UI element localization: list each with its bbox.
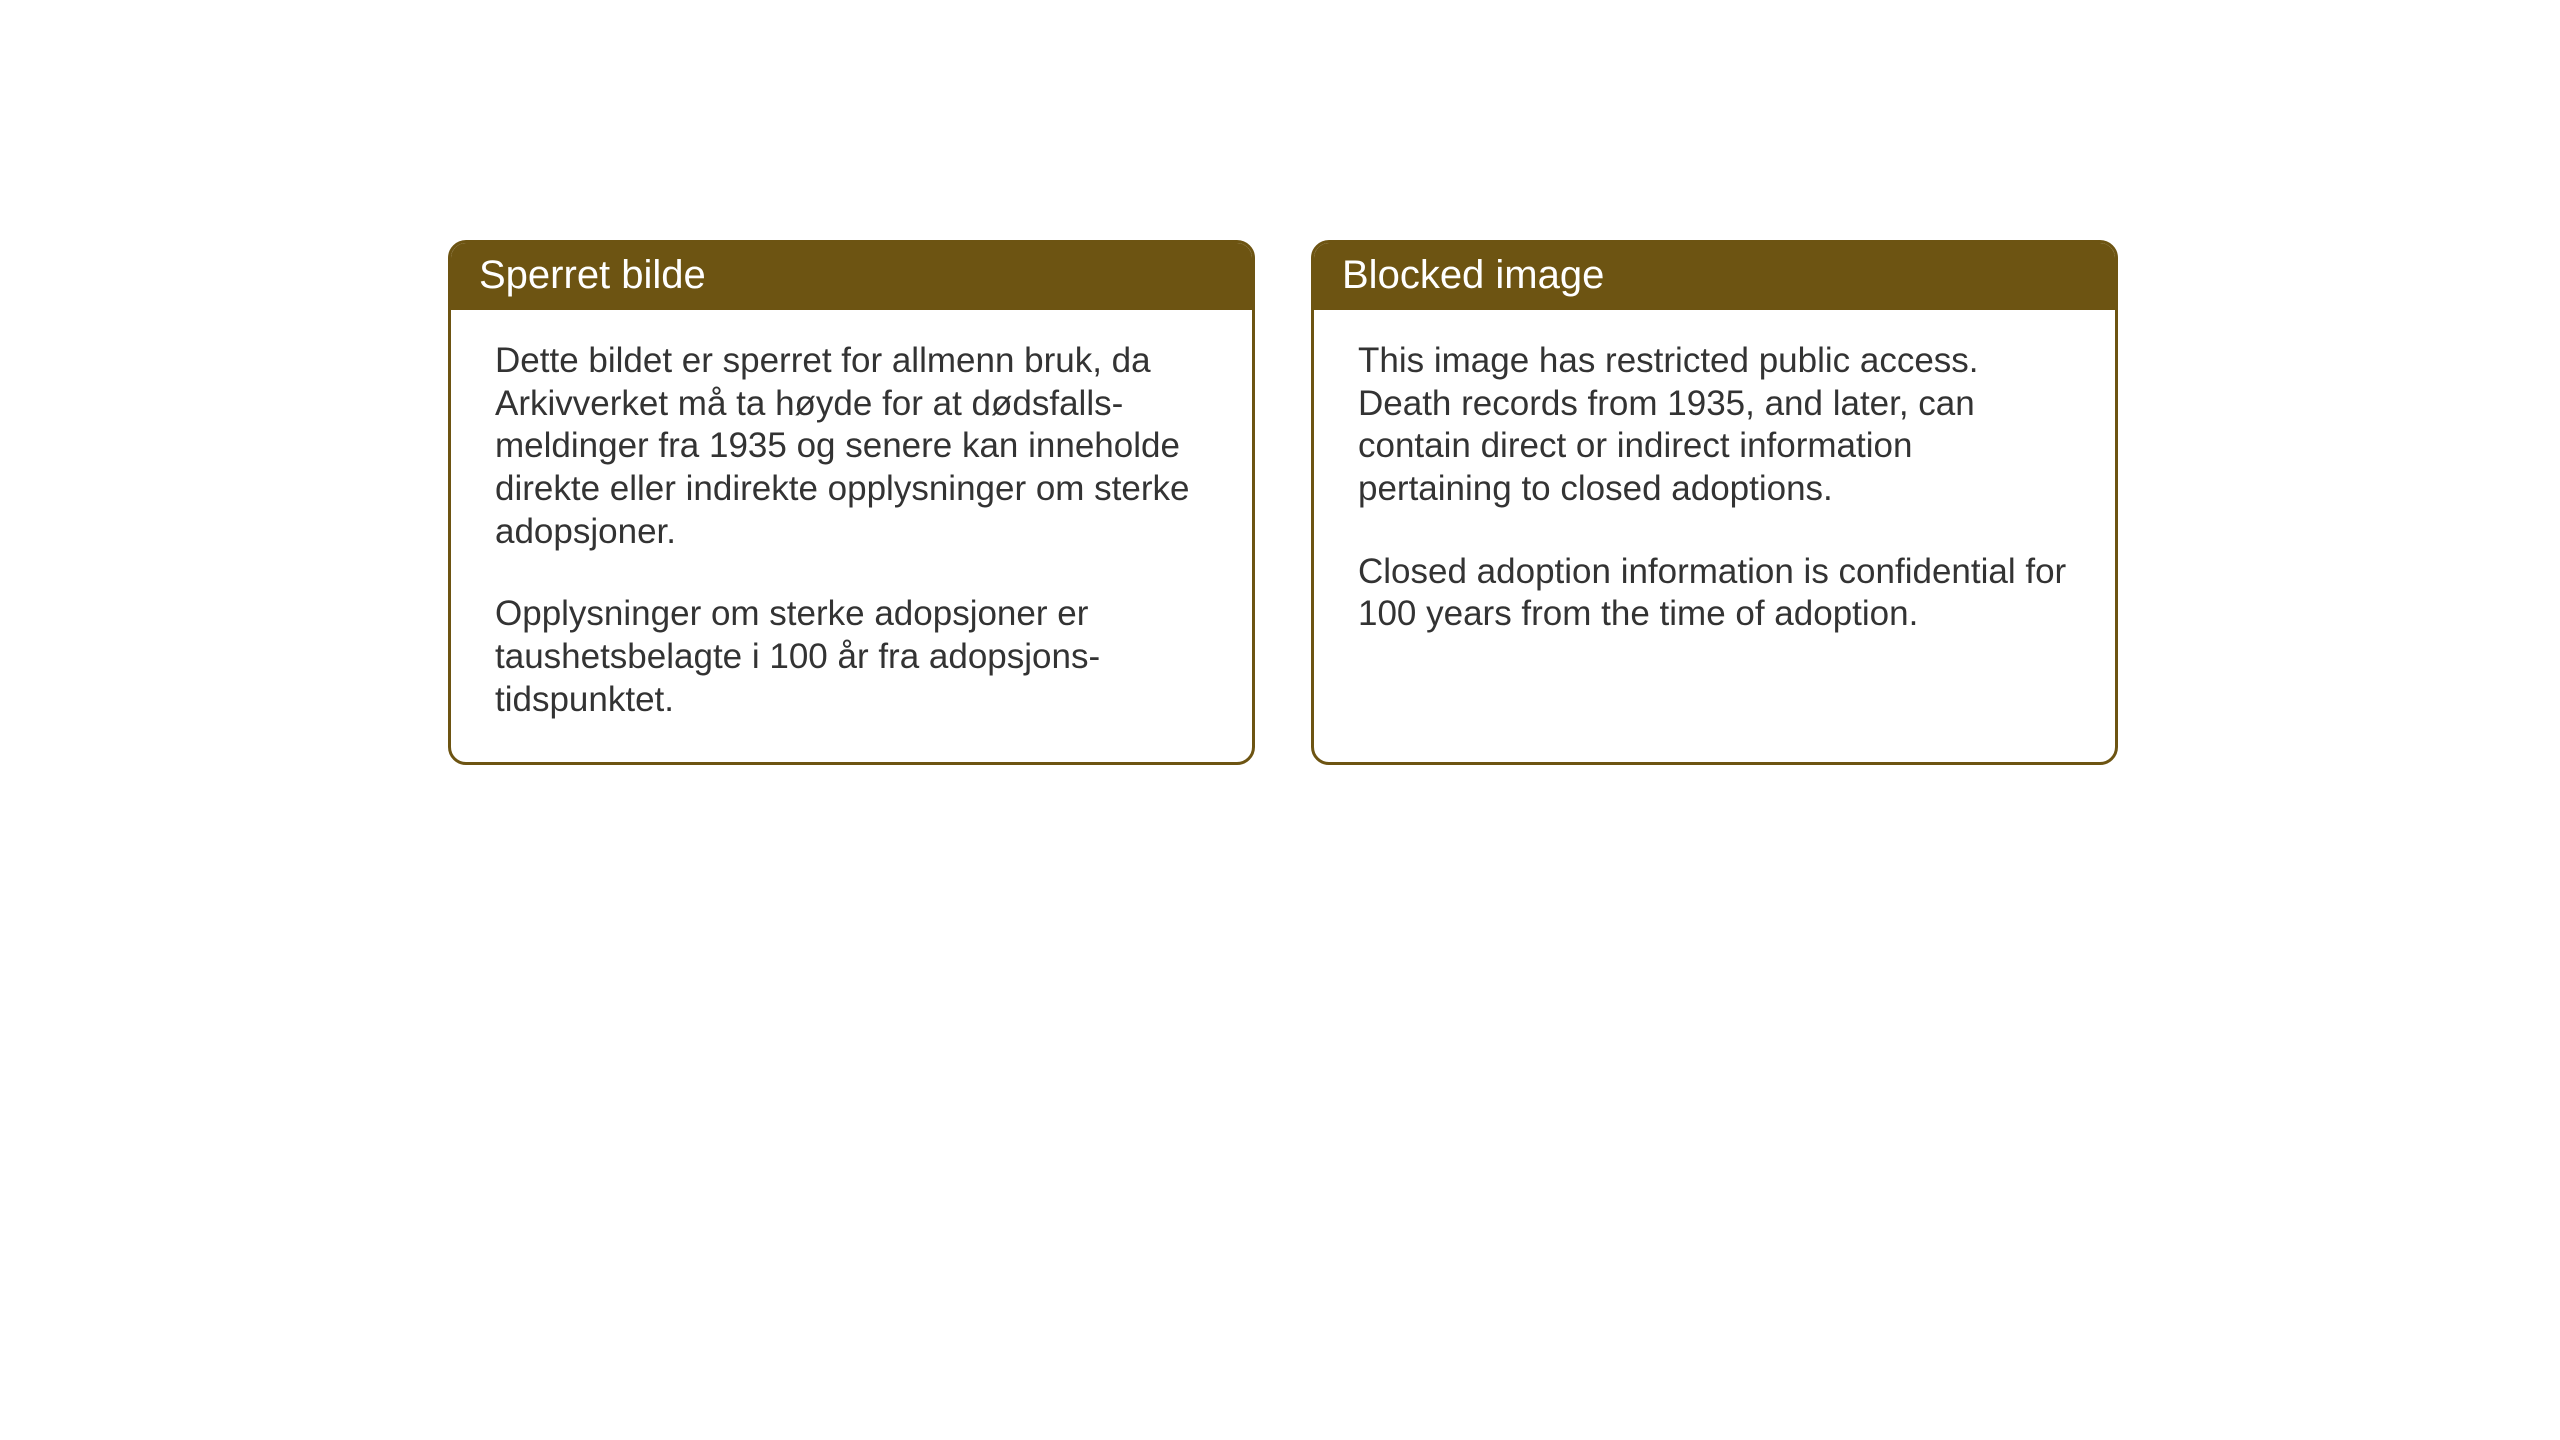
notice-panel-english: Blocked image This image has restricted … [1311,240,2118,765]
notice-container: Sperret bilde Dette bildet er sperret fo… [448,240,2118,765]
panel-header-english: Blocked image [1314,243,2115,310]
panel-paragraph: This image has restricted public access.… [1358,340,2071,511]
panel-body-english: This image has restricted public access.… [1314,310,2115,720]
panel-body-norwegian: Dette bildet er sperret for allmenn bruk… [451,310,1252,762]
panel-paragraph: Closed adoption information is confident… [1358,551,2071,636]
notice-panel-norwegian: Sperret bilde Dette bildet er sperret fo… [448,240,1255,765]
panel-header-norwegian: Sperret bilde [451,243,1252,310]
panel-paragraph: Dette bildet er sperret for allmenn bruk… [495,340,1208,553]
panel-paragraph: Opplysninger om sterke adopsjoner er tau… [495,593,1208,721]
